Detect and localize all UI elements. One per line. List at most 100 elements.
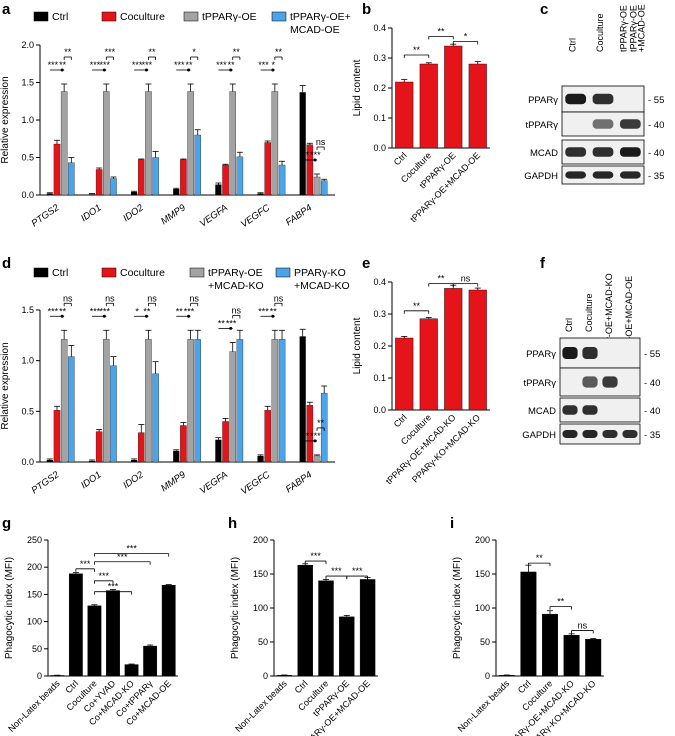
sig-dot — [187, 314, 191, 318]
blot-band — [619, 147, 641, 157]
sig-label: ** — [143, 306, 151, 316]
legend-swatch — [189, 267, 205, 278]
bar-4 — [124, 664, 139, 677]
sig-label: *** — [48, 306, 59, 316]
bar-3 — [468, 63, 487, 149]
sig-label: *** — [132, 60, 143, 70]
bar-vegfc-s1 — [264, 410, 271, 463]
legend-label: Coculture — [120, 11, 165, 23]
y-tick-label: 0.3 — [373, 309, 386, 319]
bar-ido1-s3 — [110, 178, 117, 196]
bar-fabp4-s0 — [299, 336, 306, 462]
blot-band — [592, 93, 614, 105]
chart-g: 0 50 100 150 200 250 Phagocytic index (MFI) Non… — [4, 535, 178, 734]
y-tick-label: 200 — [27, 562, 42, 572]
y-tick-label: 0.0 — [373, 143, 386, 153]
size-marker: - 35 — [648, 171, 664, 182]
bar-vegfa-s3 — [236, 156, 244, 196]
legend-label: PPARγ-KO — [294, 267, 346, 279]
x-category-label: Ctrl — [392, 150, 409, 167]
y-axis-label: Phagocytic index (MFI) — [4, 557, 15, 659]
bar-6 — [161, 584, 176, 677]
legend-label: Ctrl — [52, 11, 68, 23]
blot-band — [582, 430, 598, 438]
sig-label: *** — [352, 566, 363, 576]
blot-band — [562, 430, 578, 438]
legend-label: +MCAD-KO — [208, 280, 264, 292]
bar-2 — [542, 613, 558, 677]
bar-ido2-s2 — [145, 339, 152, 463]
sig-label: *** — [174, 60, 185, 70]
y-tick-label: 0.1 — [373, 373, 386, 383]
bar-ido1-s3 — [110, 365, 117, 463]
y-axis-label: Relative expression — [0, 342, 11, 429]
bar-ptgs2-s2 — [60, 339, 68, 463]
bar-ptgs2-s3 — [68, 356, 75, 463]
sig-label: ns — [461, 274, 471, 284]
bar-0 — [498, 675, 515, 677]
blot-row-label: PPARγ — [528, 95, 558, 106]
blot-row-label: MCAD — [528, 406, 556, 417]
bar-1 — [520, 571, 537, 677]
sig-label: *** — [48, 60, 59, 70]
sig-label: ** — [218, 318, 226, 328]
blot-band — [592, 171, 614, 179]
y-tick-label: 0 — [37, 671, 42, 681]
blot-band — [582, 347, 598, 359]
y-tick-label: 100 — [27, 617, 42, 627]
legend-label: Ctrl — [52, 267, 68, 279]
panel-label-i: i — [450, 515, 454, 532]
bar-ido2-s1 — [138, 432, 145, 463]
blot-band — [562, 405, 578, 415]
bar-ido1-s2 — [103, 91, 110, 196]
blot-row-label: tPPARγ — [525, 120, 558, 131]
sig-dot — [187, 68, 191, 72]
bar-ido2-s0 — [131, 192, 138, 195]
sig-label: ns — [63, 293, 73, 303]
bar-ido2-s3 — [152, 373, 159, 463]
sig-dot — [271, 314, 275, 318]
bar-mmp9-s0 — [173, 450, 180, 462]
bar-vegfc-s3 — [278, 339, 286, 463]
bar-1 — [68, 573, 83, 677]
x-category-label: IDO2 — [121, 469, 146, 491]
y-tick-label: 0.0 — [21, 190, 34, 200]
legend-label: MCAD-OE — [290, 24, 340, 36]
legend-label: tPPARγ-OE+ — [290, 11, 351, 23]
sig-dot — [144, 314, 148, 318]
bar-3 — [468, 289, 487, 411]
y-tick-label: 200 — [475, 535, 490, 545]
sig-label: *** — [258, 306, 269, 316]
x-category-label: FABP4 — [284, 202, 314, 228]
sig-label: ** — [228, 60, 236, 70]
bar-ido1-s2 — [103, 339, 110, 463]
sig-label: *** — [126, 544, 137, 554]
bar-vegfc-s2 — [271, 339, 279, 463]
bar-vegfa-s3 — [236, 339, 244, 463]
y-tick-label: 0.5 — [21, 153, 34, 163]
sig-label: ns — [105, 293, 115, 303]
size-marker: - 40 — [648, 120, 664, 131]
y-axis-label: Lipid content — [352, 59, 363, 116]
lane-label: tPPARγ-OE+MCAD-KO — [604, 273, 614, 368]
y-tick-label: 1.0 — [21, 115, 34, 125]
legend-label: Coculture — [120, 267, 165, 279]
bar-vegfa-s1 — [222, 421, 229, 463]
sig-label: ** — [270, 306, 278, 316]
sig-label: *** — [80, 559, 91, 569]
x-category-label: VEGFA — [198, 469, 230, 496]
sig-label: * — [192, 47, 196, 57]
sig-label: ** — [413, 301, 421, 311]
y-tick-label: 200 — [253, 535, 268, 545]
sig-dot — [60, 68, 64, 72]
y-axis-label: Relative expression — [0, 76, 11, 163]
lane-label: PPARγ-OE+MCAD-OE — [624, 276, 634, 368]
sig-label: *** — [184, 306, 195, 316]
y-tick-label: 100 — [253, 603, 268, 613]
x-category-label: IDO1 — [79, 469, 103, 491]
bar-2 — [444, 45, 463, 149]
blot-row-label: tPPARγ — [523, 378, 556, 389]
panel-label-c: c — [540, 1, 548, 18]
